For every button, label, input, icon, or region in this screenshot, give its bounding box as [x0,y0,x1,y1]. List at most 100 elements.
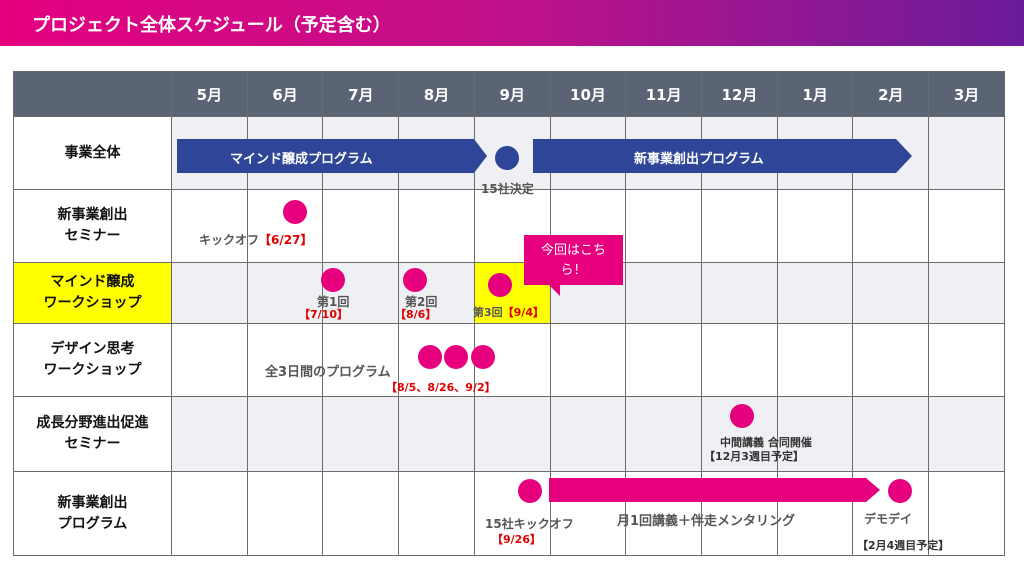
grid-cell [549,323,627,397]
grid-cell [246,323,324,397]
month-header: 12月 [701,71,778,117]
grid-cell [928,189,1005,263]
grid-cell [473,396,551,472]
callout-tail [548,284,560,296]
callout-text: 今回はこちら！ [540,243,606,278]
grid-cell [928,116,1005,190]
demo-day-label: デモデイ [864,512,913,526]
row-label: 事業全体 [13,116,172,190]
milestone-label: 15社決定 [481,182,534,196]
grid-cell [625,189,703,263]
month-header: 5月 [171,71,248,117]
new-business-program-arrow [533,139,912,173]
grid-cell [625,396,703,472]
ws1-date: 【7/10】 [299,308,348,321]
ws2-label: 第2回 [405,295,438,309]
month-header: 7月 [322,71,400,117]
row-label: 新事業創出 セミナー [13,189,172,263]
month-header: 2月 [852,71,930,117]
design-label: 全3日間のプログラム [265,365,391,380]
milestone-dot [495,146,519,170]
program-kickoff-label: 15社キックオフ [485,517,574,531]
ws1-dot [321,268,345,292]
mentoring-label: 月1回講義＋伴走メンタリング [617,514,796,529]
grid-cell [928,323,1005,397]
grid-cell [322,396,400,472]
current-callout: 今回はこちら！ [524,235,623,285]
month-header: 8月 [398,71,475,117]
grid-cell [701,262,778,324]
corner-cell [13,71,172,117]
grid-cell [852,189,930,263]
grid-cell [928,396,1005,472]
grid-cell [398,396,475,472]
grid-cell [852,396,930,472]
grid-cell [171,471,248,556]
ws3-label: 第3回 [473,306,503,319]
growth-date: 【12月3週目予定】 [704,450,804,463]
grid-cell [398,471,475,556]
ws3-label-line: 第3回【9/4】 [473,304,544,320]
grid-cell [171,323,248,397]
grid-cell [398,189,475,263]
grid-cell [322,471,400,556]
grid-cell [246,396,324,472]
kickoff-dot [283,200,307,224]
header-row: 5月 6月 7月 8月 9月 10月 11月 12月 1月 2月 3月 [13,71,1005,117]
arrow2-label: 新事業創出プログラム [634,152,764,167]
row-label: デザイン思考 ワークショップ [13,323,172,397]
grid-cell [171,189,248,263]
demo-day-dot [888,479,912,503]
growth-label: 中間講義 合同開催 [720,436,812,449]
grid-cell [549,396,627,472]
design-dot-3 [471,345,495,369]
design-dates: 【8/5、8/26、9/2】 [386,381,496,394]
grid-cell [246,471,324,556]
grid-cell [776,323,854,397]
ws3-date: 【9/4】 [502,306,544,319]
grid-cell [625,323,703,397]
mentoring-arrow [549,478,880,502]
grid-cell [852,323,930,397]
grid-cell [928,471,1005,556]
kickoff-date: 【6/27】 [259,233,313,247]
grid-cell [322,189,400,263]
row-label: 成長分野進出促進 セミナー [13,396,172,472]
grid-cell [171,396,248,472]
program-kickoff-date: 【9/26】 [492,533,541,546]
month-header: 1月 [776,71,854,117]
grid-cell [776,262,854,324]
month-header: 10月 [549,71,627,117]
row-seminar: 新事業創出 セミナー [13,189,1005,263]
arrow1-label: マインド醸成プログラム [230,152,373,167]
row-label-highlighted: マインド醸成 ワークショップ [13,262,172,324]
ws1-label: 第1回 [317,295,350,309]
program-kickoff-dot [518,479,542,503]
title-bar: プロジェクト全体スケジュール（予定含む） [0,0,1024,46]
row-label: 新事業創出 プログラム [13,471,172,556]
grid-cell [928,262,1005,324]
page-title: プロジェクト全体スケジュール（予定含む） [32,15,391,36]
grid-cell [852,262,930,324]
mind-program-arrow [177,139,487,173]
design-dot-2 [444,345,468,369]
grid-cell [625,262,703,324]
grid-cell [776,189,854,263]
ws2-date: 【8/6】 [395,308,437,321]
month-header: 9月 [473,71,551,117]
design-dot-1 [418,345,442,369]
row-growth: 成長分野進出促進 セミナー [13,396,1005,472]
grid-cell [246,189,324,263]
kickoff-label-line: キックオフ【6/27】 [199,231,312,248]
row-mind-ws: マインド醸成 ワークショップ [13,262,1005,324]
demo-day-date: 【2月4週目予定】 [857,539,950,552]
kickoff-label: キックオフ [199,233,260,247]
month-header: 3月 [928,71,1005,117]
ws3-dot [488,273,512,297]
month-header: 6月 [246,71,324,117]
row-design-ws: デザイン思考 ワークショップ [13,323,1005,397]
grid-cell [701,189,778,263]
grid-cell [171,262,248,324]
